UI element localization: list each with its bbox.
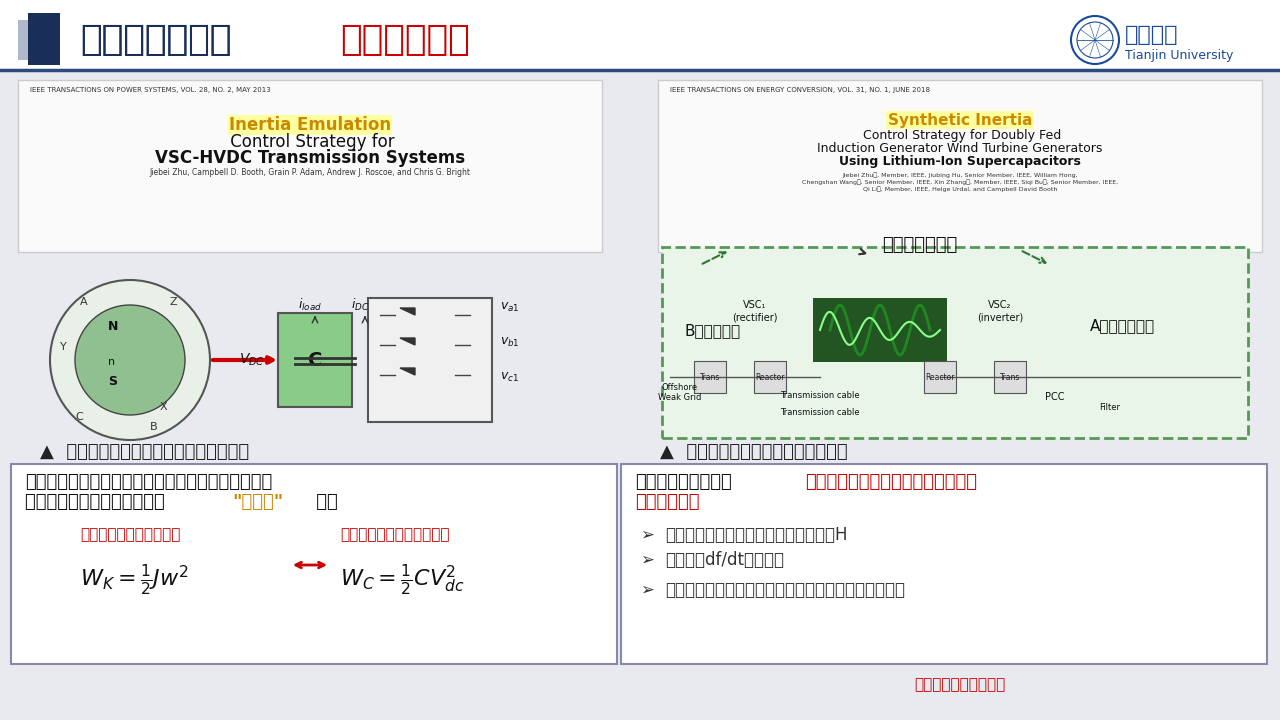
Text: PCC: PCC bbox=[1046, 392, 1065, 402]
Text: Trans: Trans bbox=[1000, 372, 1020, 382]
FancyBboxPatch shape bbox=[0, 70, 1280, 720]
FancyBboxPatch shape bbox=[813, 298, 947, 362]
FancyBboxPatch shape bbox=[369, 298, 492, 422]
Text: 直流侧削弱震荡: 直流侧削弱震荡 bbox=[882, 236, 957, 254]
Text: Tianjin University: Tianjin University bbox=[1125, 48, 1234, 61]
FancyBboxPatch shape bbox=[18, 20, 32, 60]
Text: $v_{c1}$: $v_{c1}$ bbox=[500, 371, 518, 384]
FancyBboxPatch shape bbox=[924, 361, 956, 393]
Text: $i_{DC}$: $i_{DC}$ bbox=[351, 297, 369, 313]
Text: A系统频率扰动: A系统频率扰动 bbox=[1091, 318, 1155, 333]
Text: Reactor: Reactor bbox=[755, 372, 785, 382]
Text: IEEE TRANSACTIONS ON ENERGY CONVERSION, VOL. 31, NO. 1, JUNE 2018: IEEE TRANSACTIONS ON ENERGY CONVERSION, … bbox=[669, 87, 931, 93]
Polygon shape bbox=[399, 368, 415, 375]
Text: Y: Y bbox=[60, 342, 67, 352]
Polygon shape bbox=[399, 338, 415, 345]
Text: Qi LiⒶ, Member, IEEE, Helge Urdal, and Campbell David Booth: Qi LiⒶ, Member, IEEE, Helge Urdal, and C… bbox=[863, 186, 1057, 192]
Text: Jiebei Zhu, Campbell D. Booth, Grain P. Adam, Andrew J. Roscoe, and Chris G. Bri: Jiebei Zhu, Campbell D. Booth, Grain P. … bbox=[150, 168, 471, 176]
Text: 天津大学: 天津大学 bbox=[1125, 25, 1179, 45]
Text: VSC₂
(inverter): VSC₂ (inverter) bbox=[977, 300, 1023, 322]
FancyBboxPatch shape bbox=[278, 313, 352, 407]
FancyBboxPatch shape bbox=[18, 80, 602, 252]
Text: ▲  直流电容储能等效为同步机惯量机械能: ▲ 直流电容储能等效为同步机惯量机械能 bbox=[40, 443, 250, 461]
Text: Synthetic Inertia: Synthetic Inertia bbox=[888, 112, 1032, 127]
Text: 采用直流储能的惯量模拟，侧重于满足模拟惯量需要: 采用直流储能的惯量模拟，侧重于满足模拟惯量需要 bbox=[26, 473, 273, 491]
Text: 电容电磁势能（电力电子）: 电容电磁势能（电力电子） bbox=[340, 528, 449, 542]
Text: Chengshan WangⒶ, Senior Member, IEEE, Xin ZhangⒶ, Member, IEEE, Siqi BuⒶ, Senior: Chengshan WangⒶ, Senior Member, IEEE, Xi… bbox=[803, 179, 1117, 185]
Text: 直流电容通过改变两端电压可以量化: 直流电容通过改变两端电压可以量化 bbox=[805, 473, 977, 491]
Text: 《电工技术学报》发布: 《电工技术学报》发布 bbox=[914, 678, 1006, 693]
Text: X: X bbox=[160, 402, 168, 412]
Text: C: C bbox=[307, 351, 323, 369]
Text: Control Strategy for Doubly Fed: Control Strategy for Doubly Fed bbox=[859, 128, 1061, 142]
Text: Jiebei ZhuⒶ, Member, IEEE, Jiubing Hu, Senior Member, IEEE, William Hong,: Jiebei ZhuⒶ, Member, IEEE, Jiubing Hu, S… bbox=[842, 172, 1078, 178]
Text: "实质性": "实质性" bbox=[232, 493, 283, 511]
FancyBboxPatch shape bbox=[12, 464, 617, 664]
Text: ➢: ➢ bbox=[640, 581, 654, 599]
Text: $V_{DC}$: $V_{DC}$ bbox=[239, 352, 265, 368]
Text: 设计电容值可模拟任意的电机惯量常数H: 设计电容值可模拟任意的电机惯量常数H bbox=[666, 526, 847, 544]
FancyBboxPatch shape bbox=[754, 361, 786, 393]
Text: 充放电功率：: 充放电功率： bbox=[635, 493, 699, 511]
Text: $W_K = \frac{1}{2}Jw^2$: $W_K = \frac{1}{2}Jw^2$ bbox=[79, 562, 189, 598]
FancyBboxPatch shape bbox=[28, 13, 60, 65]
Text: C: C bbox=[76, 412, 83, 422]
Text: A: A bbox=[79, 297, 87, 307]
Text: ➢: ➢ bbox=[640, 526, 654, 544]
Text: Offshore
Weak Grid: Offshore Weak Grid bbox=[658, 382, 701, 402]
Text: Transmission cable: Transmission cable bbox=[781, 408, 860, 417]
FancyBboxPatch shape bbox=[694, 361, 726, 393]
Text: Reactor: Reactor bbox=[925, 372, 955, 382]
Text: ▲  直流电容抑制交流频率振荡的机制: ▲ 直流电容抑制交流频率振荡的机制 bbox=[660, 443, 847, 461]
Text: $v_{b1}$: $v_{b1}$ bbox=[500, 336, 520, 349]
Text: 惯量模拟实现原理：: 惯量模拟实现原理： bbox=[635, 473, 732, 491]
FancyBboxPatch shape bbox=[658, 80, 1262, 252]
Text: 控制不受df/dt噪声影响: 控制不受df/dt噪声影响 bbox=[666, 551, 783, 569]
Text: Z: Z bbox=[170, 297, 178, 307]
Text: 的电容储能，扩大电容以提供: 的电容储能，扩大电容以提供 bbox=[26, 493, 172, 511]
Text: Transmission cable: Transmission cable bbox=[781, 391, 860, 400]
Text: Inertia Emulation: Inertia Emulation bbox=[229, 116, 392, 134]
Text: $W_C = \frac{1}{2}CV_{dc}^2$: $W_C = \frac{1}{2}CV_{dc}^2$ bbox=[340, 562, 465, 598]
Circle shape bbox=[76, 305, 186, 415]
FancyBboxPatch shape bbox=[621, 464, 1267, 664]
Circle shape bbox=[50, 280, 210, 440]
FancyBboxPatch shape bbox=[0, 0, 1280, 70]
Text: IEEE TRANSACTIONS ON POWER SYSTEMS, VOL. 28, NO. 2, MAY 2013: IEEE TRANSACTIONS ON POWER SYSTEMS, VOL.… bbox=[29, 87, 271, 93]
Text: VSC-HVDC Transmission Systems: VSC-HVDC Transmission Systems bbox=[155, 149, 465, 167]
FancyBboxPatch shape bbox=[662, 247, 1248, 438]
Text: B: B bbox=[150, 422, 157, 432]
Text: Induction Generator Wind Turbine Generators: Induction Generator Wind Turbine Generat… bbox=[818, 142, 1102, 155]
Text: n: n bbox=[108, 357, 115, 367]
Text: 实质贡献惯量，而非把频率扰动从前级电网传递至后级: 实质贡献惯量，而非把频率扰动从前级电网传递至后级 bbox=[666, 581, 905, 599]
Polygon shape bbox=[399, 308, 415, 315]
Text: 惯量: 惯量 bbox=[310, 493, 338, 511]
Text: 旋转机械能（同步电机）: 旋转机械能（同步电机） bbox=[79, 528, 180, 542]
Text: S: S bbox=[108, 375, 116, 388]
FancyBboxPatch shape bbox=[995, 361, 1027, 393]
Text: Control Strategy for: Control Strategy for bbox=[225, 133, 394, 151]
Text: Using Lithium-Ion Supercapacitors: Using Lithium-Ion Supercapacitors bbox=[840, 155, 1080, 168]
Text: $v_{a1}$: $v_{a1}$ bbox=[500, 301, 520, 314]
Text: 惯量模拟之二：: 惯量模拟之二： bbox=[79, 23, 232, 57]
Text: ➢: ➢ bbox=[640, 551, 654, 569]
Text: $i_{load}$: $i_{load}$ bbox=[298, 297, 323, 313]
Text: Trans: Trans bbox=[700, 372, 721, 382]
Text: VSC₁
(rectifier): VSC₁ (rectifier) bbox=[732, 300, 778, 322]
Text: Filter: Filter bbox=[1100, 403, 1120, 412]
Text: 惯量模拟之二：: 惯量模拟之二： bbox=[79, 23, 232, 57]
Text: N: N bbox=[108, 320, 118, 333]
Text: B系统无影响: B系统无影响 bbox=[685, 323, 741, 338]
Text: 采用直流储能: 采用直流储能 bbox=[340, 23, 470, 57]
